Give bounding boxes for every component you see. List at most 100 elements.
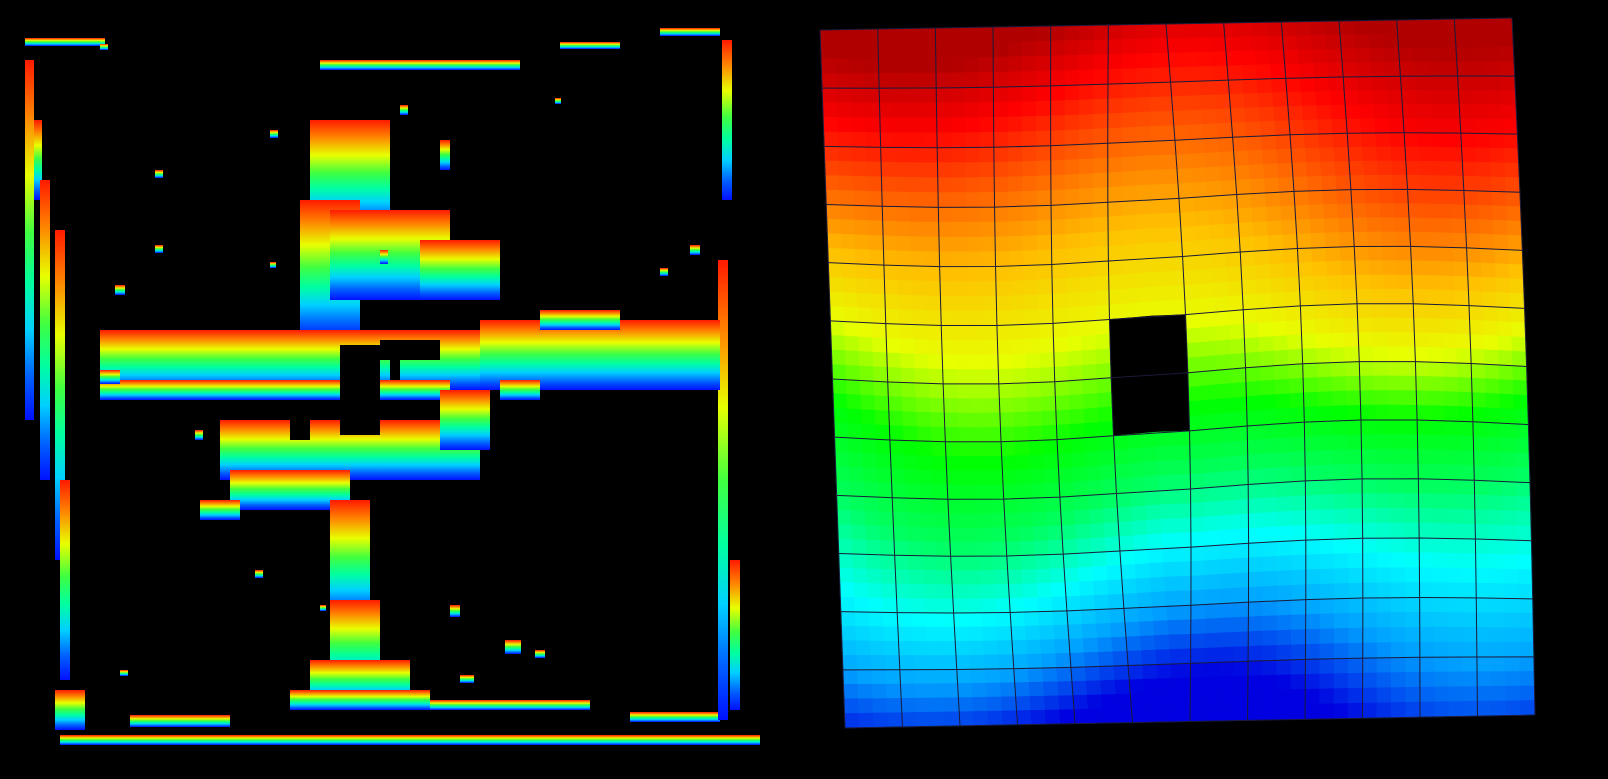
mesh-cell bbox=[1373, 104, 1390, 120]
mesh-cell bbox=[1122, 38, 1138, 55]
mesh-cell bbox=[964, 87, 980, 103]
mesh-cell bbox=[1288, 119, 1305, 136]
mesh-cell bbox=[1329, 332, 1345, 349]
mesh-cell bbox=[1408, 217, 1425, 233]
mesh-cell bbox=[1204, 152, 1221, 168]
mesh-cell bbox=[1482, 17, 1499, 34]
mesh-cell bbox=[1261, 674, 1277, 691]
mesh-cell bbox=[1196, 51, 1214, 67]
mesh-cell bbox=[1066, 306, 1082, 323]
mesh-cell bbox=[1087, 708, 1105, 724]
mesh-cell bbox=[1201, 355, 1218, 372]
mesh-cell bbox=[1416, 405, 1432, 421]
mesh-cell bbox=[1424, 246, 1440, 262]
mesh-cell bbox=[1123, 607, 1140, 623]
mesh-cell bbox=[1443, 391, 1459, 407]
mesh-cell bbox=[1429, 89, 1446, 105]
mesh-cell bbox=[952, 221, 968, 238]
mesh-cell bbox=[846, 394, 862, 410]
mesh-cell bbox=[844, 335, 860, 352]
mesh-cell bbox=[904, 454, 920, 471]
mesh-cell bbox=[1403, 448, 1419, 465]
mesh-cell bbox=[1473, 450, 1489, 467]
mesh-cell bbox=[1116, 492, 1132, 509]
mesh-cell bbox=[843, 698, 860, 714]
mesh-cell bbox=[945, 455, 961, 472]
mesh-cell bbox=[1233, 469, 1249, 486]
mesh-cell bbox=[1382, 260, 1399, 276]
mesh-cell bbox=[1135, 577, 1152, 594]
mesh-cell bbox=[1021, 40, 1037, 57]
mesh-cell bbox=[1213, 296, 1230, 313]
mesh-cell bbox=[1023, 279, 1039, 296]
mesh-cell bbox=[1122, 24, 1138, 40]
mesh-cell bbox=[838, 175, 855, 192]
mesh-cell bbox=[1460, 523, 1476, 540]
mesh-cell bbox=[1009, 611, 1026, 627]
mesh-cell bbox=[841, 625, 857, 642]
mesh-cell bbox=[1347, 463, 1363, 480]
mesh-cell bbox=[845, 379, 861, 396]
mesh-cell bbox=[939, 626, 956, 642]
mesh-cell bbox=[908, 162, 924, 178]
mesh-cell bbox=[931, 455, 947, 471]
mesh-cell bbox=[1050, 219, 1066, 236]
mesh-cell bbox=[1305, 539, 1321, 556]
mesh-cell bbox=[1021, 145, 1037, 162]
mesh-cell bbox=[984, 654, 1000, 670]
mesh-cell bbox=[937, 192, 953, 208]
mesh-cell bbox=[987, 455, 1003, 471]
mesh-cell bbox=[1150, 169, 1179, 186]
mesh-cell bbox=[1355, 48, 1372, 64]
mesh-cell bbox=[959, 456, 975, 472]
mesh-cell bbox=[1176, 168, 1193, 185]
mesh-cell bbox=[958, 427, 974, 443]
mesh-cell bbox=[1457, 391, 1473, 408]
depth-blob bbox=[535, 650, 545, 658]
mesh-cell bbox=[1490, 176, 1507, 193]
mesh-cell bbox=[932, 484, 949, 500]
mesh-cell bbox=[1475, 553, 1491, 570]
mesh-cell bbox=[1351, 203, 1368, 219]
mesh-cell bbox=[1080, 291, 1096, 308]
mesh-cell bbox=[1389, 478, 1405, 494]
mesh-cell bbox=[1473, 104, 1489, 120]
mesh-cell bbox=[1087, 479, 1103, 496]
mesh-cell bbox=[895, 191, 911, 208]
mesh-cell bbox=[1441, 318, 1457, 335]
mesh-cell bbox=[1282, 248, 1299, 264]
mesh-cell bbox=[1320, 161, 1337, 177]
mesh-cell bbox=[1290, 704, 1306, 720]
mesh-cell bbox=[863, 43, 879, 60]
mesh-cell bbox=[1300, 319, 1317, 336]
mesh-cell bbox=[980, 598, 997, 614]
mesh-cell bbox=[1042, 681, 1059, 697]
mesh-cell bbox=[1166, 604, 1192, 621]
mesh-cell bbox=[1318, 435, 1334, 452]
mesh-cell bbox=[822, 116, 839, 133]
mesh-cell bbox=[881, 583, 897, 599]
mesh-cell bbox=[847, 408, 863, 425]
mesh-cell bbox=[1037, 278, 1053, 296]
mesh-cell bbox=[1433, 567, 1449, 584]
mesh-cell bbox=[957, 683, 974, 698]
mesh-cell bbox=[965, 162, 981, 178]
mesh-cell bbox=[1051, 233, 1066, 251]
mesh-cell bbox=[1007, 176, 1023, 193]
mesh-cell bbox=[1242, 293, 1258, 311]
mesh-cell bbox=[1084, 422, 1100, 439]
mesh-cell bbox=[926, 641, 943, 656]
mesh-cell bbox=[1121, 200, 1137, 217]
mesh-cell bbox=[923, 584, 940, 600]
mesh-cell bbox=[928, 368, 944, 385]
mesh-cell bbox=[1190, 531, 1206, 548]
mesh-cell bbox=[854, 234, 870, 251]
mesh-cell bbox=[829, 305, 845, 322]
mesh-cell bbox=[1375, 448, 1391, 465]
mesh-cell bbox=[1496, 306, 1512, 323]
mesh-cell bbox=[1352, 217, 1368, 233]
mesh-cell bbox=[1402, 419, 1418, 435]
mesh-cell bbox=[1037, 293, 1053, 310]
mesh-cell bbox=[1358, 90, 1375, 106]
depth-blob bbox=[505, 640, 521, 654]
